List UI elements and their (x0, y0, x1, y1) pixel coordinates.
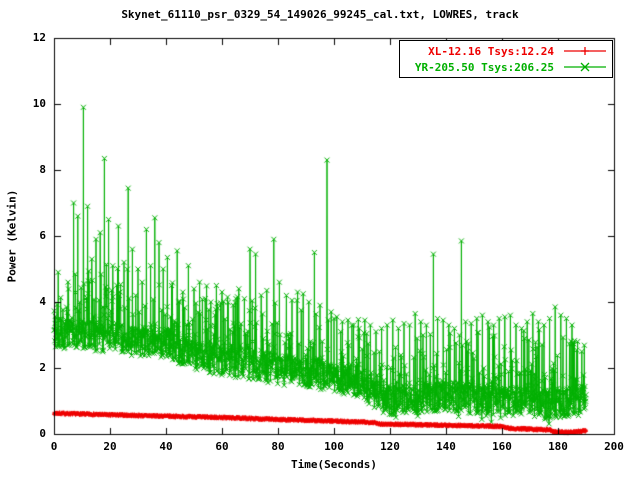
x-tick-label: 80 (271, 440, 285, 453)
legend-label-yr: YR-205.50 Tsys:206.25 (414, 60, 554, 74)
x-tick-label: 0 (50, 440, 58, 453)
x-tick-label: 100 (324, 440, 344, 453)
x-tick-label: 20 (103, 440, 117, 453)
x-tick-label: 180 (548, 440, 568, 453)
x-axis-label: Time(Seconds) (290, 458, 378, 471)
legend-sample-yr (564, 62, 606, 72)
legend: XL-12.16 Tsys:12.24 YR-205.50 Tsys:206.2… (399, 40, 613, 78)
y-tick-label: 8 (39, 163, 46, 176)
y-tick-label: 10 (32, 97, 46, 110)
legend-entry-yr: YR-205.50 Tsys:206.25 (404, 59, 608, 75)
y-tick-label: 2 (39, 361, 46, 374)
y-tick-label: 0 (39, 427, 46, 440)
legend-label-xl: XL-12.16 Tsys:12.24 (428, 44, 554, 58)
y-tick-label: 12 (32, 31, 46, 44)
x-tick-label: 160 (492, 440, 512, 453)
legend-entry-xl: XL-12.16 Tsys:12.24 (404, 43, 608, 59)
y-tick-label: 4 (39, 295, 46, 308)
x-tick-label: 200 (604, 440, 624, 453)
legend-sample-xl (564, 47, 606, 55)
y-tick-label: 6 (39, 229, 46, 242)
chart-title: Skynet_61110_psr_0329_54_149026_99245_ca… (121, 8, 519, 21)
x-tick-label: 40 (159, 440, 173, 453)
x-tick-label: 60 (215, 440, 229, 453)
x-tick-label: 120 (380, 440, 400, 453)
x-tick-label: 140 (436, 440, 456, 453)
